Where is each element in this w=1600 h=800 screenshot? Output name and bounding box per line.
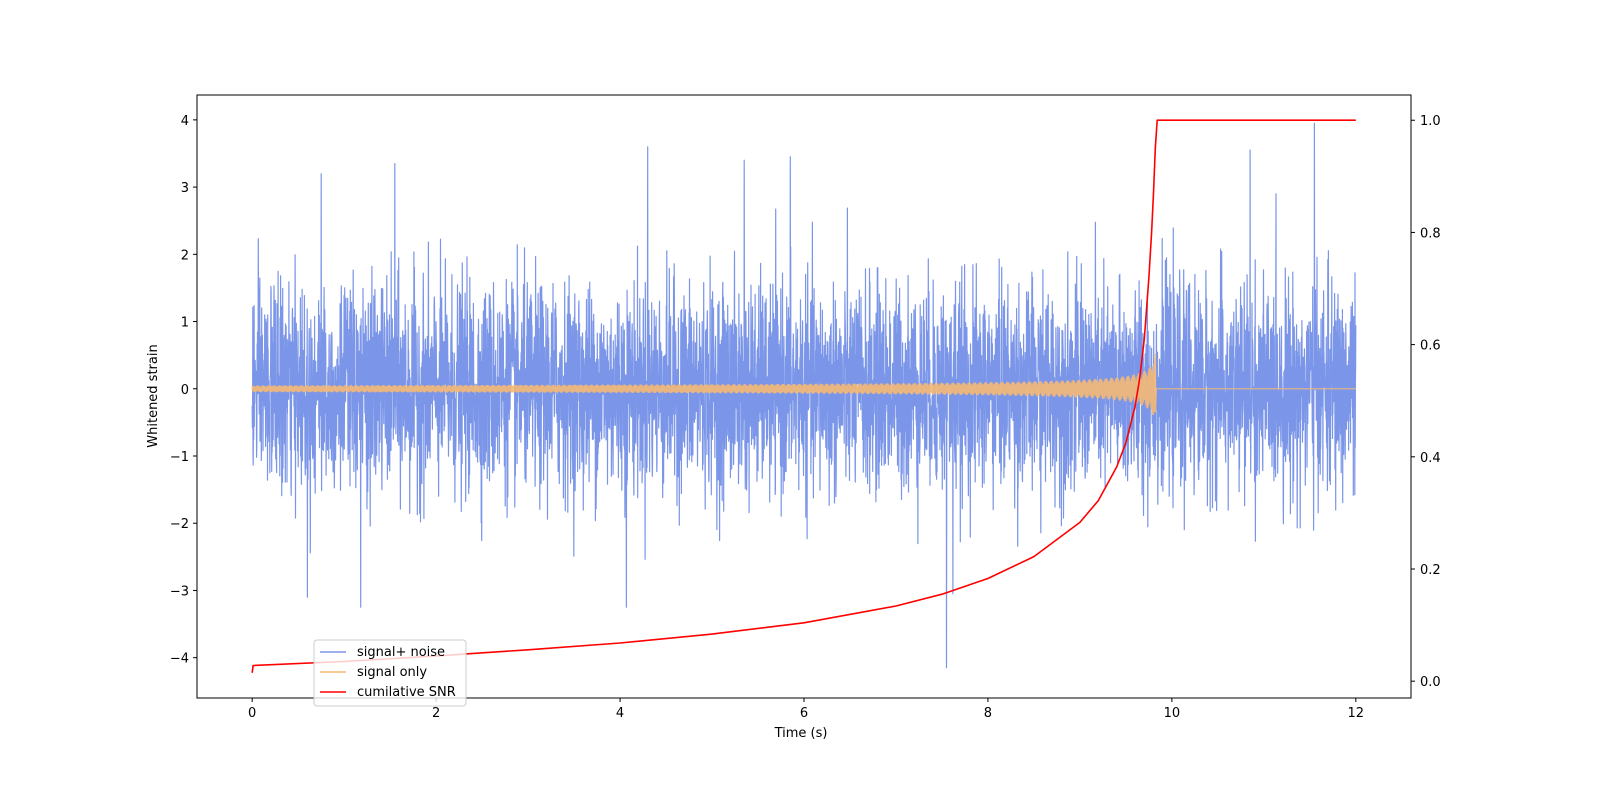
y-tick-label: 1 <box>181 316 189 331</box>
legend-entry-signal-only: signal only <box>357 665 427 680</box>
legend-entry-cumulative-snr: cumilative SNR <box>357 685 456 700</box>
y-tick-label: 0 <box>181 383 189 398</box>
legend-entry-signal-noise: signal+ noise <box>357 645 445 660</box>
y2-tick-label: 0.2 <box>1420 563 1441 578</box>
y-tick-label: −4 <box>170 652 189 667</box>
x-tick-label: 4 <box>616 706 624 721</box>
y-tick-label: 3 <box>181 181 189 196</box>
y-tick-label: −1 <box>170 450 189 465</box>
x-tick-label: 2 <box>432 706 440 721</box>
y-tick-label: 4 <box>181 114 189 129</box>
y-tick-label: −2 <box>170 517 189 532</box>
x-axis-label: Time (s) <box>774 726 828 741</box>
x-tick-label: 12 <box>1348 706 1365 721</box>
series-line-signal-only <box>251 353 1356 416</box>
y2-tick-label: 0.8 <box>1420 226 1441 241</box>
series-line-signal-noise <box>251 122 1357 669</box>
series-line-cumulative-snr <box>251 119 1356 673</box>
x-tick-label: 0 <box>248 706 256 721</box>
y-axis-label: Whitened strain <box>146 344 161 447</box>
y2-tick-label: 0.6 <box>1420 339 1441 354</box>
y2-tick-label: 0.4 <box>1420 451 1441 466</box>
y-tick-label: 2 <box>181 248 189 263</box>
x-tick-label: 8 <box>984 706 992 721</box>
y2-tick-label: 1.0 <box>1420 114 1441 129</box>
x-tick-label: 10 <box>1164 706 1181 721</box>
x-tick-label: 6 <box>800 706 808 721</box>
y-tick-label: −3 <box>170 584 189 599</box>
legend: signal+ noise signal only cumilative SNR <box>313 639 467 707</box>
legend-box <box>313 639 467 707</box>
y2-tick-label: 0.0 <box>1420 675 1441 690</box>
